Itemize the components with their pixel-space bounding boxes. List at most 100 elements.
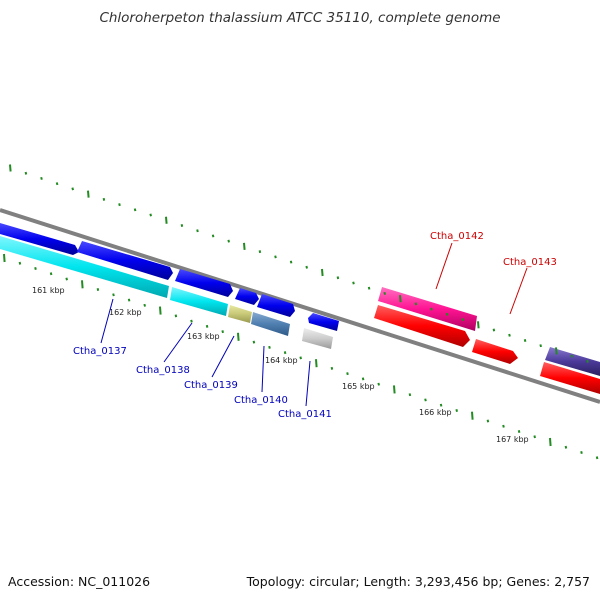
ring-tick: [461, 318, 464, 322]
ring-tick: [252, 340, 256, 344]
gene-label-ctha-0140[interactable]: Ctha_0140: [234, 395, 288, 406]
ring-tick: [127, 298, 131, 302]
ring-tick: [34, 267, 37, 270]
ring-tick: [523, 338, 527, 342]
ring-tick: [149, 213, 152, 217]
ring-tick: [133, 208, 137, 212]
ring-tick: [237, 332, 240, 341]
ring-tick: [486, 419, 490, 423]
ring-tick: [580, 451, 583, 454]
ring-tick: [243, 242, 246, 250]
gene-labels: Ctha_0137 Ctha_0138 Ctha_0139 Ctha_0140 …: [73, 231, 557, 420]
gene-arrow[interactable]: [235, 288, 259, 305]
ring-tick: [18, 261, 22, 265]
ring-tick: [336, 276, 340, 280]
ring-tick: [118, 203, 121, 207]
gene-arrow[interactable]: [0, 223, 79, 255]
ruler-labels: 161 kbp 162 kbp 163 kbp 164 kbp 165 kbp …: [32, 286, 529, 444]
reverse-strand-track: [0, 236, 600, 394]
ring-tick: [539, 344, 542, 348]
gene-arrow[interactable]: [540, 362, 600, 394]
callout-line: [211, 335, 235, 378]
ring-tick: [65, 277, 68, 281]
gene-arrow-highlight[interactable]: [378, 287, 477, 331]
ring-tick: [159, 306, 162, 315]
ring-tick: [165, 216, 168, 224]
ring-tick: [299, 356, 302, 360]
ring-tick: [9, 164, 12, 172]
outer-tick-ring: [9, 164, 589, 363]
ring-tick: [102, 197, 106, 201]
ring-tick: [190, 319, 193, 323]
ring-tick: [424, 398, 427, 402]
callout-line: [261, 345, 265, 393]
tick-label: 162 kbp: [109, 308, 142, 317]
ring-tick: [377, 382, 380, 386]
genome-title: Chloroherpeton thalassium ATCC 35110, co…: [99, 10, 501, 26]
gene-arrow[interactable]: [77, 241, 173, 280]
ring-tick: [361, 377, 365, 381]
ring-tick: [283, 351, 287, 355]
callout-line: [100, 298, 114, 344]
ring-tick: [305, 265, 308, 269]
ring-tick: [112, 293, 115, 297]
gene-arrow[interactable]: [374, 305, 470, 347]
ring-tick: [71, 187, 74, 191]
gene-label-ctha-0142[interactable]: Ctha_0142: [430, 231, 484, 242]
gene-arrow[interactable]: [257, 294, 295, 317]
rna-feature[interactable]: [0, 236, 169, 298]
genome-summary-text: Topology: circular; Length: 3,293,456 bp…: [246, 574, 590, 589]
ring-tick: [315, 359, 318, 368]
callout-line: [305, 360, 311, 407]
ring-tick: [258, 250, 262, 254]
ruler-ticks: [3, 253, 599, 460]
ring-tick: [205, 324, 209, 328]
gene-label-ctha-0137[interactable]: Ctha_0137: [73, 346, 127, 357]
ring-tick: [555, 347, 558, 355]
ring-tick: [586, 359, 589, 363]
misc-feature[interactable]: [228, 305, 252, 323]
gene-arrow[interactable]: [308, 313, 339, 331]
gene-label-ctha-0139[interactable]: Ctha_0139: [184, 380, 238, 391]
ring-tick: [268, 345, 271, 349]
gene-arrow[interactable]: [472, 339, 518, 364]
ring-tick: [321, 268, 324, 277]
ring-tick: [49, 272, 53, 276]
ring-tick: [408, 393, 412, 397]
ring-tick: [455, 408, 458, 412]
ring-tick: [430, 307, 433, 311]
ring-tick: [549, 437, 552, 447]
ring-tick: [24, 171, 28, 175]
genome-backbone: [0, 208, 600, 404]
ring-tick: [346, 372, 349, 376]
ring-tick: [508, 333, 511, 337]
gene-arrow[interactable]: [175, 269, 233, 297]
ring-tick: [96, 288, 100, 292]
misc-feature[interactable]: [251, 312, 290, 336]
gene-arrow[interactable]: [545, 347, 600, 376]
ring-tick: [81, 280, 84, 289]
tick-label: 164 kbp: [265, 356, 298, 365]
ring-tick: [330, 366, 334, 370]
ring-tick: [227, 239, 230, 243]
misc-feature[interactable]: [302, 328, 333, 349]
ring-tick: [180, 224, 184, 227]
tick-label: 165 kbp: [342, 382, 375, 391]
ring-tick: [383, 291, 386, 295]
gene-label-ctha-0138[interactable]: Ctha_0138: [136, 365, 190, 376]
gene-callouts: [100, 242, 528, 407]
gene-label-ctha-0143[interactable]: Ctha_0143: [503, 257, 557, 268]
rna-feature[interactable]: [170, 287, 228, 316]
ring-tick: [533, 435, 536, 439]
ring-tick: [595, 456, 599, 460]
ring-tick: [439, 403, 443, 407]
ring-tick: [492, 328, 496, 332]
tick-label: 166 kbp: [419, 408, 452, 417]
ring-tick: [517, 430, 521, 433]
ring-tick: [445, 312, 449, 316]
gene-label-ctha-0141[interactable]: Ctha_0141: [278, 409, 332, 420]
ring-tick: [174, 314, 178, 318]
ring-tick: [564, 445, 568, 449]
tick-label: 167 kbp: [496, 435, 529, 444]
